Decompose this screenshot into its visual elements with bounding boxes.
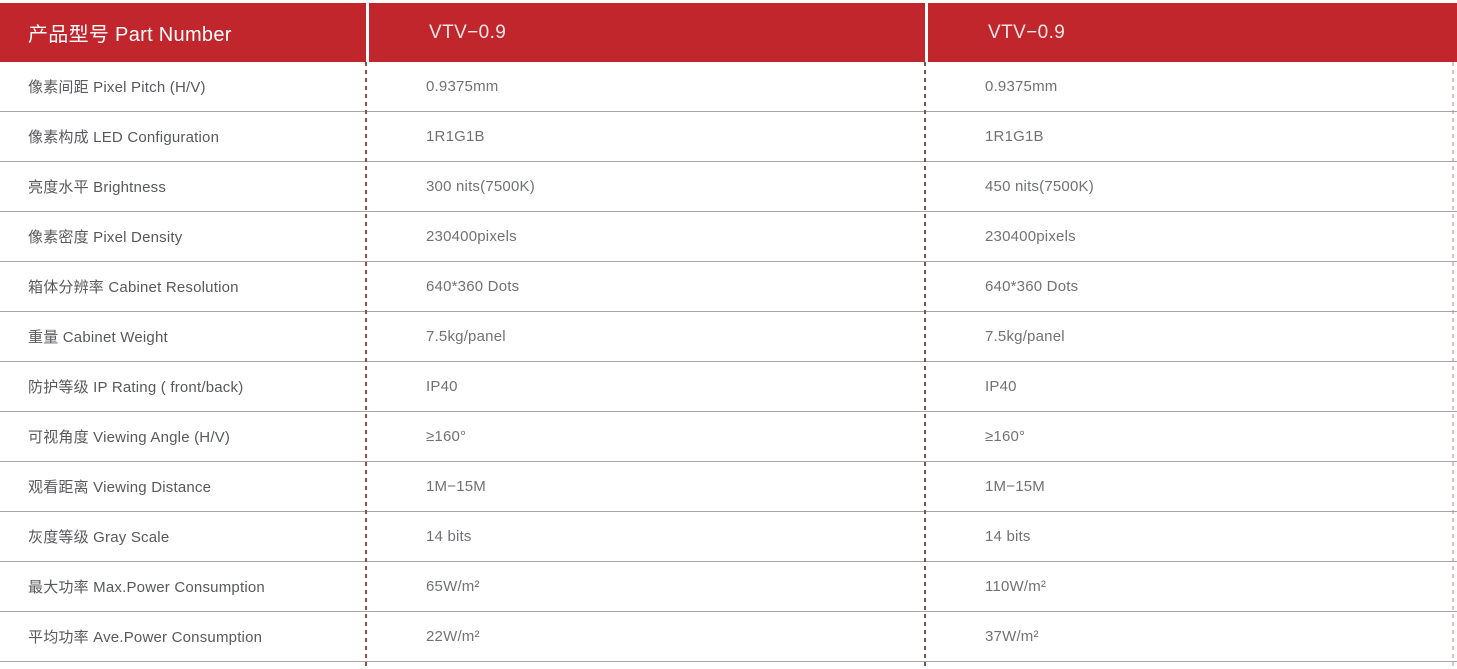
table-row-viewing-angle: 可视角度 Viewing Angle (H/V) ≥160° ≥160° (0, 412, 1457, 462)
row-value-col1: 300 nits(7500K) (426, 178, 535, 195)
part-number-header-cell: 产品型号 Part Number (0, 3, 366, 62)
row-value-col1: 65W/m² (426, 578, 480, 595)
row-value-col1: ≥160° (426, 428, 467, 445)
row-value-col2: 640*360 Dots (985, 278, 1079, 295)
row-value-col1: IP40 (426, 378, 458, 395)
row-label: 箱体分辨率 Cabinet Resolution (28, 279, 239, 296)
row-value-col1: 230400pixels (426, 228, 517, 245)
row-label: 平均功率 Ave.Power Consumption (28, 629, 263, 646)
table-row-ip-rating: 防护等级 IP Rating ( front/back) IP40 IP40 (0, 362, 1457, 412)
row-value-col2: 1R1G1B (985, 128, 1044, 145)
row-label: 观看距离 Viewing Distance (28, 479, 212, 496)
row-value-col1: 0.9375mm (426, 78, 499, 95)
table-row-pixel-pitch: 像素间距 Pixel Pitch (H/V) 0.9375mm 0.9375mm (0, 62, 1457, 112)
row-label: 像素构成 LED Configuration (28, 129, 220, 146)
row-label: 最大功率 Max.Power Consumption (28, 579, 265, 596)
table-row-cabinet-resolution: 箱体分辨率 Cabinet Resolution 640*360 Dots 64… (0, 262, 1457, 312)
table-row-ave-power: 平均功率 Ave.Power Consumption 22W/m² 37W/m² (0, 612, 1457, 662)
row-value-col2: 7.5kg/panel (985, 328, 1065, 345)
row-value-col2: ≥160° (985, 428, 1026, 445)
part-number-label: 产品型号 Part Number (28, 24, 232, 46)
table-row-gray-scale: 灰度等级 Gray Scale 14 bits 14 bits (0, 512, 1457, 562)
table-body: 像素间距 Pixel Pitch (H/V) 0.9375mm 0.9375mm… (0, 62, 1457, 669)
model-2-label: VTV−0.9 (988, 21, 1066, 43)
row-value-col1: 1R1G1B (426, 128, 485, 145)
row-value-col2: 1M−15M (985, 478, 1045, 495)
row-value-col2: 450 nits(7500K) (985, 178, 1094, 195)
table-row-cabinet-weight: 重量 Cabinet Weight 7.5kg/panel 7.5kg/pane… (0, 312, 1457, 362)
model-1-label: VTV−0.9 (429, 21, 507, 43)
table-header-row: 产品型号 Part Number VTV−0.9 VTV−0.9 (0, 3, 1457, 62)
row-value-col1: 22W/m² (426, 628, 480, 645)
row-value-col2: IP40 (985, 378, 1017, 395)
column-header-model-2: VTV−0.9 (925, 3, 1457, 62)
row-label: 像素间距 Pixel Pitch (H/V) (28, 79, 206, 96)
row-label: 像素密度 Pixel Density (28, 229, 183, 246)
row-label: 重量 Cabinet Weight (28, 329, 168, 346)
row-label: 亮度水平 Brightness (28, 179, 167, 196)
table-row-pixel-density: 像素密度 Pixel Density 230400pixels 230400pi… (0, 212, 1457, 262)
row-value-col1: 1M−15M (426, 478, 486, 495)
table-row-max-power: 最大功率 Max.Power Consumption 65W/m² 110W/m… (0, 562, 1457, 612)
row-label: 防护等级 IP Rating ( front/back) (28, 379, 244, 396)
row-value-col2: 37W/m² (985, 628, 1039, 645)
row-value-col2: 14 bits (985, 528, 1031, 545)
row-value-col2: 0.9375mm (985, 78, 1058, 95)
row-value-col2: 230400pixels (985, 228, 1076, 245)
column-header-model-1: VTV−0.9 (366, 3, 925, 62)
row-value-col1: 640*360 Dots (426, 278, 520, 295)
row-label: 可视角度 Viewing Angle (H/V) (28, 429, 231, 446)
table-row-brightness: 亮度水平 Brightness 300 nits(7500K) 450 nits… (0, 162, 1457, 212)
table-row-viewing-distance: 观看距离 Viewing Distance 1M−15M 1M−15M (0, 462, 1457, 512)
row-label: 灰度等级 Gray Scale (28, 529, 170, 546)
table-row-led-configuration: 像素构成 LED Configuration 1R1G1B 1R1G1B (0, 112, 1457, 162)
row-value-col1: 7.5kg/panel (426, 328, 506, 345)
row-value-col2: 110W/m² (985, 578, 1047, 595)
row-value-col1: 14 bits (426, 528, 472, 545)
